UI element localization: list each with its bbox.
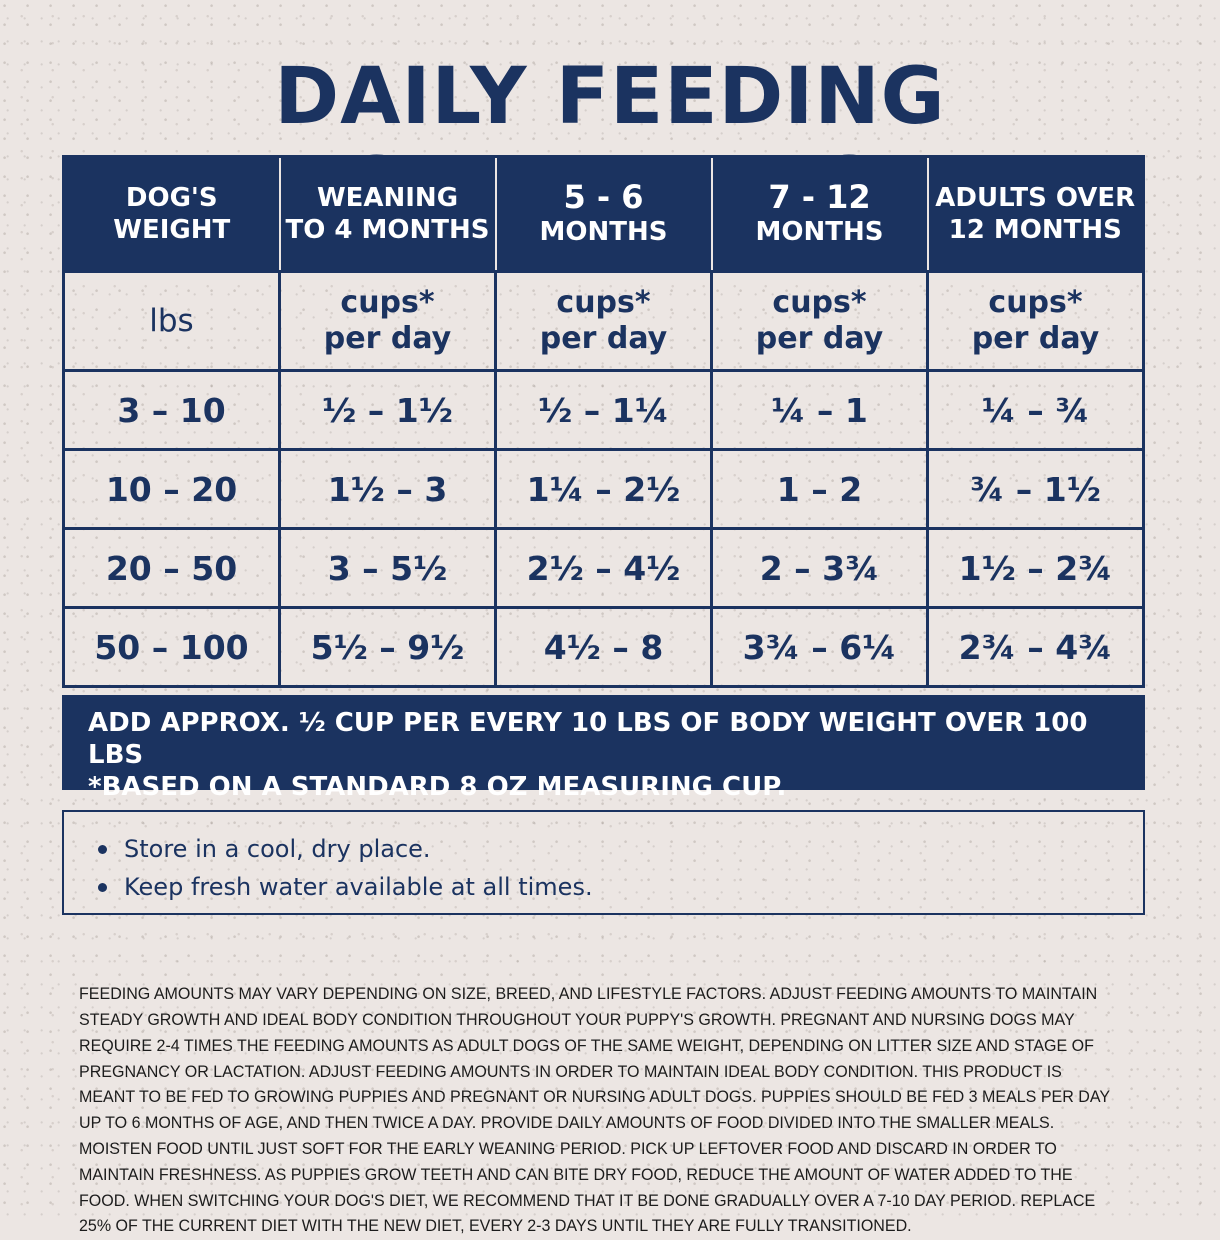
footnote-band: ADD APPROX. ½ CUP PER EVERY 10 LBS OF BO… <box>62 695 1145 802</box>
units-cell: cups* per day <box>278 270 497 372</box>
table-cell: 1½ – 2¾ <box>926 527 1145 609</box>
header-dogs-weight: DOG'S WEIGHT <box>62 155 281 273</box>
header-weaning: WEANING TO 4 MONTHS <box>278 155 497 273</box>
units-cell: cups* per day <box>710 270 929 372</box>
table-cell: 2 – 3¾ <box>710 527 929 609</box>
header-line: DOG'S <box>125 183 218 213</box>
table-row: 10 – 20 1½ – 3 1¼ – 2½ 1 – 2 ¾ – 1½ <box>62 448 1145 530</box>
units-line: per day <box>971 321 1100 356</box>
header-5-6-months: 5 - 6 MONTHS <box>494 155 713 273</box>
header-7-12-months: 7 - 12 MONTHS <box>710 155 929 273</box>
header-line: 5 - 6 <box>563 177 644 216</box>
units-line: cups* <box>340 285 435 320</box>
header-row: DOG'S WEIGHT WEANING TO 4 MONTHS 5 - 6 MONT… <box>62 155 1145 273</box>
header-line: ADULTS OVER <box>935 183 1136 213</box>
fine-print-paragraph: FEEDING AMOUNTS MAY VARY DEPENDING ON SI… <box>79 985 1110 1236</box>
header-line: MONTHS <box>539 216 668 247</box>
table-cell: ½ – 1¼ <box>494 369 713 451</box>
header-adults: ADULTS OVER 12 MONTHS <box>926 155 1145 273</box>
cup-size-note: *BASED ON A STANDARD 8 OZ MEASURING CUP. <box>88 772 787 802</box>
header-line: MONTHS <box>755 216 884 247</box>
table-cell: 10 – 20 <box>62 448 281 530</box>
table-cell: ¼ – ¾ <box>926 369 1145 451</box>
units-row: lbs cups* per day cups* per day cups* per d… <box>62 270 1145 372</box>
table-cell: 5½ – 9½ <box>278 606 497 688</box>
header-line: 7 - 12 <box>768 177 871 216</box>
list-item: Store in a cool, dry place. <box>98 830 1143 868</box>
header-line: WEANING <box>316 183 459 213</box>
table-cell: 3¾ – 6¼ <box>710 606 929 688</box>
header-line: 12 MONTHS <box>948 215 1122 245</box>
units-line: per day <box>323 321 452 356</box>
tip-text: Keep fresh water available at all times. <box>124 873 593 901</box>
storage-tips-box: Store in a cool, dry place. Keep fresh w… <box>62 810 1145 915</box>
bullet-icon <box>98 844 107 854</box>
table-cell: ¼ – 1 <box>710 369 929 451</box>
table-cell: 2½ – 4½ <box>494 527 713 609</box>
header-line: WEIGHT <box>113 215 231 245</box>
units-cell: cups* per day <box>494 270 713 372</box>
table-cell: 50 – 100 <box>62 606 281 688</box>
table-cell: 1¼ – 2½ <box>494 448 713 530</box>
units-line: per day <box>755 321 884 356</box>
table-cell: 3 – 10 <box>62 369 281 451</box>
table-cell: ¾ – 1½ <box>926 448 1145 530</box>
table-row: 50 – 100 5½ – 9½ 4½ – 8 3¾ – 6¼ 2¾ – 4¾ <box>62 606 1145 688</box>
table-row: 3 – 10 ½ – 1½ ½ – 1¼ ¼ – 1 ¼ – ¾ <box>62 369 1145 451</box>
table-cell: ½ – 1½ <box>278 369 497 451</box>
table-cell: 2¾ – 4¾ <box>926 606 1145 688</box>
feeding-table: DOG'S WEIGHT WEANING TO 4 MONTHS 5 - 6 MONT… <box>62 155 1145 688</box>
table-cell: 20 – 50 <box>62 527 281 609</box>
table-cell: 1½ – 3 <box>278 448 497 530</box>
units-line: cups* <box>556 285 651 320</box>
units-line: lbs <box>149 303 194 339</box>
overweight-note: ADD APPROX. ½ CUP PER EVERY 10 LBS OF BO… <box>88 708 1088 770</box>
table-cell: 1 – 2 <box>710 448 929 530</box>
table-cell: 3 – 5½ <box>278 527 497 609</box>
table-row: 20 – 50 3 – 5½ 2½ – 4½ 2 – 3¾ 1½ – 2¾ <box>62 527 1145 609</box>
units-line: cups* <box>772 285 867 320</box>
list-item: Keep fresh water available at all times. <box>98 868 1143 906</box>
tip-text: Store in a cool, dry place. <box>124 835 431 863</box>
table-cell: 4½ – 8 <box>494 606 713 688</box>
bullet-icon <box>98 882 107 892</box>
units-cell: cups* per day <box>926 270 1145 372</box>
header-line: TO 4 MONTHS <box>285 215 490 245</box>
units-cell: lbs <box>62 270 281 372</box>
units-line: per day <box>539 321 668 356</box>
units-line: cups* <box>988 285 1083 320</box>
